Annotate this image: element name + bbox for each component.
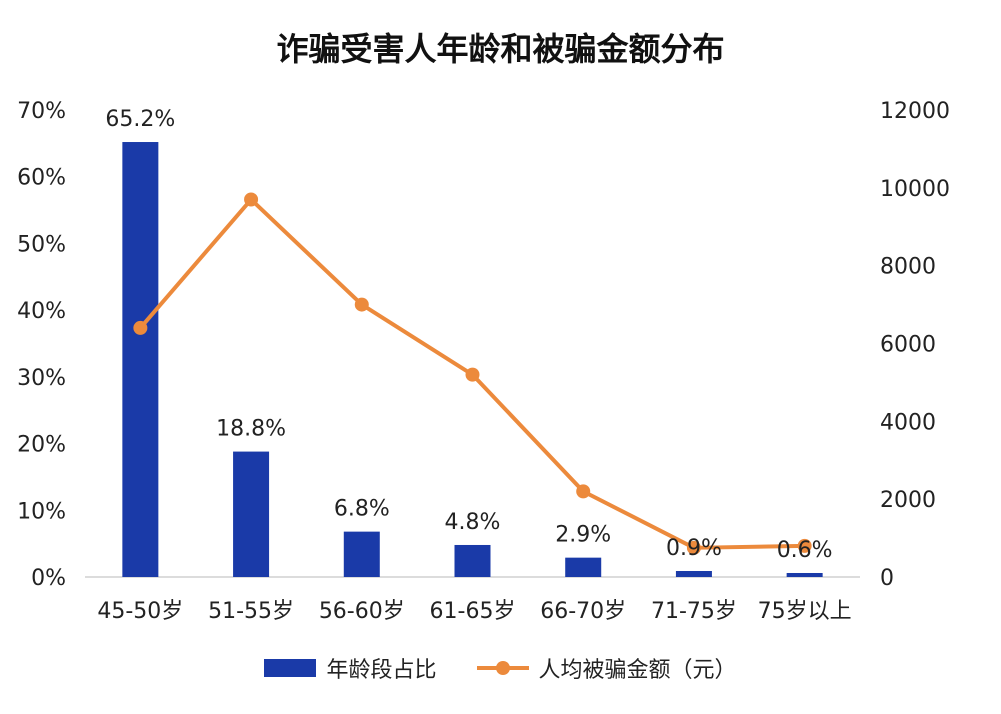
bar-data-label: 6.8% [334, 497, 390, 522]
line-point [686, 540, 701, 555]
line-point [576, 484, 591, 499]
x-category-label: 45-50岁 [97, 599, 183, 624]
bar [343, 531, 380, 577]
bar [675, 570, 712, 577]
y-right-tick-label: 8000 [880, 255, 936, 280]
chart-title: 诈骗受害人年龄和被骗金额分布 [276, 30, 725, 68]
line-point [797, 538, 812, 553]
bar-data-label: 0.6% [777, 538, 833, 563]
bar [786, 572, 823, 577]
y-left-tick-label: 40% [17, 299, 66, 324]
bar-data-label: 65.2% [105, 107, 175, 132]
y-left-tick-label: 0% [31, 566, 66, 591]
line-point [354, 297, 369, 312]
legend-line-label: 人均被骗金额（元） [538, 658, 737, 683]
legend-item-line: 人均被骗金额（元） [476, 652, 737, 684]
legend-bar-swatch [264, 659, 317, 677]
y-left-tick-label: 70% [17, 99, 66, 124]
bar-data-label: 18.8% [216, 417, 286, 442]
x-category-label: 61-65岁 [430, 599, 516, 624]
y-right-tick-label: 10000 [880, 177, 950, 202]
bar-layer [122, 142, 823, 577]
bar [122, 142, 159, 577]
x-category-label: 66-70岁 [540, 599, 626, 624]
y-left-tick-label: 50% [17, 232, 66, 257]
y-right-tick-label: 4000 [880, 410, 936, 435]
y-right-tick-label: 12000 [880, 99, 950, 124]
legend-line-swatch [476, 659, 529, 677]
bar [454, 544, 491, 577]
y-left-tick-label: 30% [17, 366, 66, 391]
bar [565, 557, 602, 577]
legend-item-bar: 年龄段占比 [264, 652, 437, 684]
axis-layer: 0% 10% 20% 30% 40% 50% 60% 70% 0 2000 4000 6000 8000… [17, 99, 950, 624]
y-left-tick-label: 10% [17, 499, 66, 524]
line-layer [133, 192, 812, 555]
bar [233, 451, 270, 577]
legend-bar-label: 年龄段占比 [326, 658, 437, 683]
x-category-label: 56-60岁 [319, 599, 405, 624]
y-right-tick-label: 6000 [880, 333, 936, 358]
y-right-tick-label: 2000 [880, 488, 936, 513]
bar-data-label: 0.9% [666, 536, 722, 561]
line-point [465, 367, 480, 382]
y-left-tick-label: 20% [17, 433, 66, 458]
legend: 年龄段占比 人均被骗金额（元） [0, 652, 1001, 684]
y-left-tick-label: 60% [17, 166, 66, 191]
line-point [244, 192, 259, 207]
data-label-layer: 65.2% 18.8% 6.8% 4.8% 2.9% 0.9% 0.6% [105, 107, 832, 563]
bar-data-label: 4.8% [445, 510, 501, 535]
x-category-label: 75岁以上 [758, 599, 852, 624]
x-category-label: 51-55岁 [208, 599, 294, 624]
bar-data-label: 2.9% [555, 523, 611, 548]
x-category-label: 71-75岁 [651, 599, 737, 624]
y-right-tick-label: 0 [880, 566, 894, 591]
line-point [133, 320, 148, 335]
